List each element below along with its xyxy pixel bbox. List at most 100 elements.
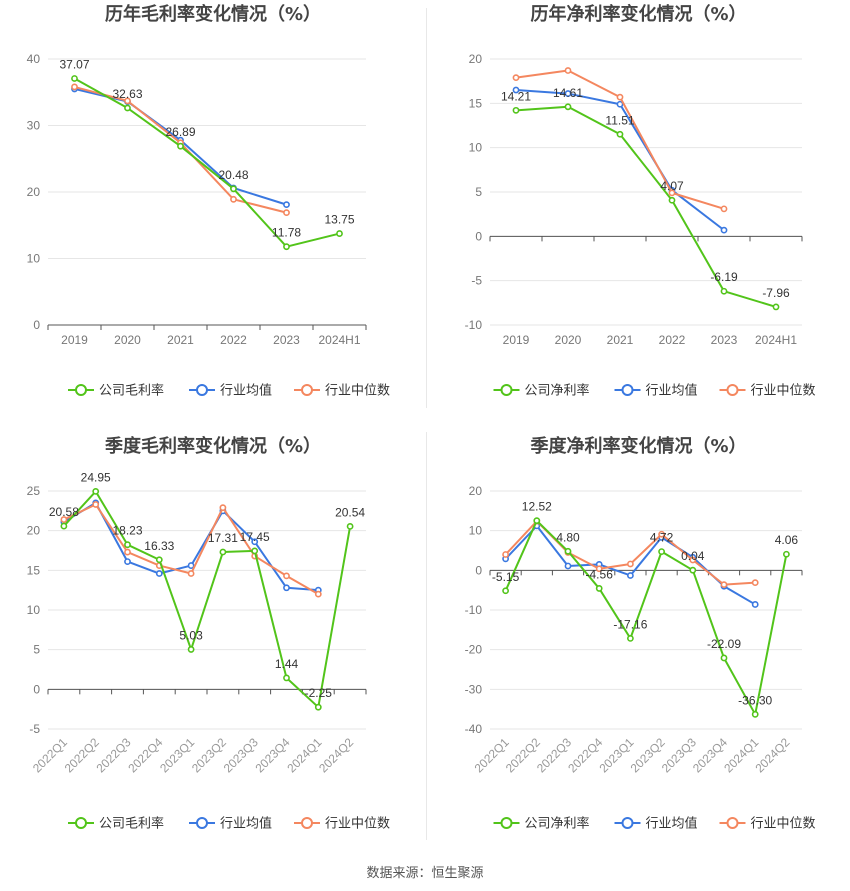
legend-swatch-marker — [301, 384, 313, 396]
legend-swatch-marker — [726, 384, 739, 396]
x-tick-label: 2022 — [659, 333, 686, 347]
data-label: 18.23 — [112, 524, 142, 538]
company-margin-point — [336, 230, 343, 237]
y-tick-label: 0 — [475, 563, 482, 577]
industry-average-point — [124, 558, 131, 566]
legend-label: 行业均值 — [220, 816, 272, 832]
annual-gross-margin-chart: 历年毛利率变化情况（%） 0 10 20 30 40 2019 2020 2021 2022 20… — [0, 0, 426, 410]
x-tick-label: 2019 — [503, 333, 530, 347]
data-label: 12.52 — [522, 500, 552, 514]
company-margin-point — [782, 550, 790, 558]
data-label: -36.30 — [738, 693, 772, 707]
annual-net-margin-plot: -10 -5 0 5 10 15 20 2019 2020 2021 2022 2023 2024H1 1… — [465, 52, 816, 399]
y-tick-label: 10 — [27, 252, 41, 266]
legend-label: 行业中位数 — [751, 817, 816, 832]
industry-median-point — [720, 205, 728, 213]
data-label: -5.15 — [492, 570, 520, 584]
legend-item-industry-median: 行业中位数 — [294, 817, 390, 832]
industry-median-point — [283, 209, 290, 217]
industry-median-point — [668, 189, 676, 197]
legend-swatch-marker — [726, 817, 739, 829]
legend-label: 行业中位数 — [325, 817, 390, 832]
legend-swatch-marker — [621, 817, 634, 829]
x-tick-label: 2019 — [61, 333, 88, 347]
data-label: 16.33 — [144, 539, 174, 553]
legend-label: 公司净利率 — [525, 383, 590, 399]
industry-median-point — [283, 572, 290, 580]
legend-swatch-marker — [75, 384, 87, 396]
chart-title: 历年毛利率变化情况（%） — [104, 4, 322, 25]
industry-average-point — [616, 100, 624, 108]
company-margin-point — [626, 635, 634, 642]
legend-swatch-marker — [301, 817, 313, 829]
y-tick-label: 10 — [469, 141, 483, 155]
legend-item-industry-average: 行业均值 — [614, 383, 698, 399]
vertical-divider — [426, 8, 427, 408]
x-tick-label: 2023 — [273, 333, 300, 347]
y-tick-label: 15 — [469, 96, 483, 110]
data-label: -6.19 — [710, 270, 738, 284]
data-label: 32.63 — [112, 87, 142, 101]
company-margin-point — [124, 541, 131, 549]
industry-average-point — [751, 601, 759, 608]
data-source-note: 数据来源：恒生聚源 — [366, 866, 484, 881]
y-tick-label: 20 — [469, 52, 483, 66]
legend-item-company-margin: 公司毛利率 — [68, 383, 164, 399]
y-tick-label: 20 — [27, 185, 41, 199]
industry-median-point — [502, 551, 509, 558]
data-label: 14.21 — [501, 89, 531, 103]
legend-item-industry-median: 行业中位数 — [294, 384, 390, 399]
x-tick-label: 2024Q2 — [752, 735, 792, 775]
company-margin-line — [63, 490, 352, 709]
industry-median-point — [564, 67, 572, 74]
y-tick-label: 10 — [27, 603, 41, 617]
company-margin-point — [668, 196, 676, 204]
y-tick-label: 40 — [27, 52, 41, 66]
data-label: 1.44 — [275, 657, 299, 671]
vertical-divider — [426, 432, 427, 840]
industry-median-point — [658, 530, 665, 538]
legend-swatch-marker — [196, 384, 208, 396]
industry-median-point — [626, 560, 634, 568]
y-tick-label: 10 — [469, 524, 483, 538]
company-margin-point — [155, 556, 163, 564]
company-margin-point — [720, 287, 728, 295]
industry-average-point — [626, 572, 634, 579]
data-label: 13.75 — [324, 213, 354, 227]
company-margin-point — [60, 522, 68, 530]
legend-item-industry-average: 行业均值 — [189, 816, 272, 832]
quarterly-gross-margin-plot: -505101520252022Q12022Q22022Q32022Q42023… — [27, 470, 390, 832]
x-tick-label: 2024Q2 — [316, 735, 356, 775]
x-tick-label: 2024H1 — [755, 333, 797, 347]
industry-average-point — [720, 226, 728, 234]
legend-swatch-marker — [500, 817, 513, 829]
x-tick-label: 2022 — [220, 333, 247, 347]
industry-average-point — [564, 90, 572, 97]
legend-label: 行业中位数 — [325, 384, 390, 399]
data-label: -17.16 — [613, 617, 647, 631]
data-label: 24.95 — [81, 470, 111, 484]
y-tick-label: -30 — [465, 682, 483, 696]
company-margin-point — [92, 487, 100, 495]
y-tick-label: 30 — [27, 119, 41, 133]
y-tick-label: 15 — [27, 563, 41, 577]
industry-median-point — [314, 590, 322, 598]
industry-median-point — [616, 93, 624, 101]
company-margin-point — [689, 566, 697, 574]
industry-median-point — [689, 556, 697, 564]
y-tick-label: 25 — [27, 484, 41, 498]
data-label: 26.89 — [165, 125, 195, 139]
industry-median-point — [60, 516, 68, 523]
company-margin-point — [751, 710, 759, 718]
industry-average-line — [515, 89, 725, 231]
y-tick-label: -5 — [471, 274, 482, 288]
y-tick-label: -20 — [465, 643, 483, 657]
industry-average-point — [155, 570, 163, 577]
legend-label: 行业中位数 — [751, 384, 816, 399]
x-tick-label: 2021 — [167, 333, 194, 347]
data-label: 4.72 — [650, 531, 674, 545]
company-margin-point — [533, 517, 541, 525]
company-margin-point — [564, 547, 572, 555]
company-margin-point — [251, 547, 259, 555]
industry-average-point — [512, 86, 520, 94]
